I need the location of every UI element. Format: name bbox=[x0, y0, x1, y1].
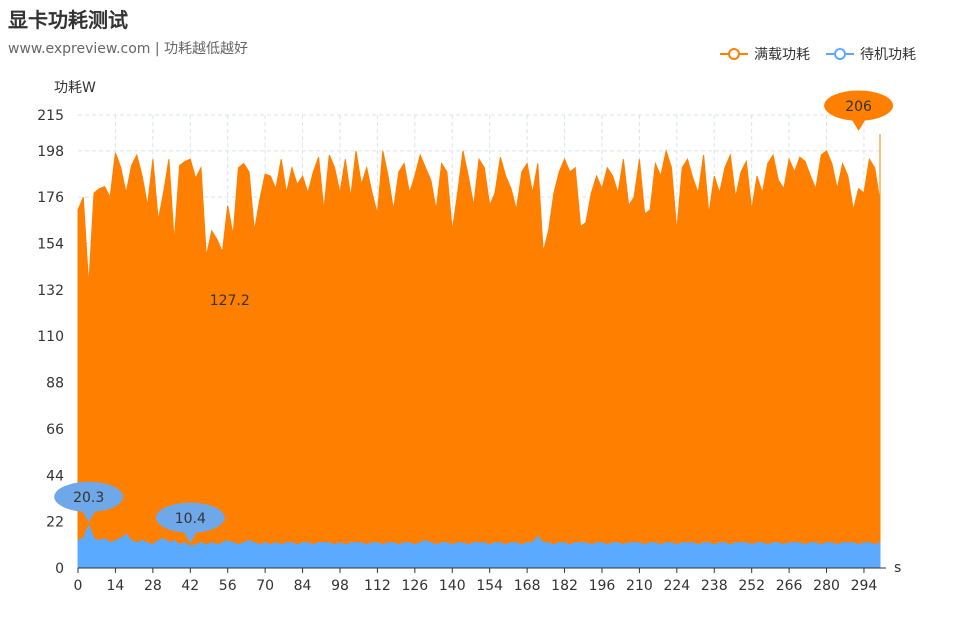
annotation-label-1: 20.3 bbox=[73, 490, 104, 506]
chart-title: 显卡功耗测试 bbox=[8, 8, 128, 32]
x-tick-label-2: 28 bbox=[144, 578, 162, 594]
legend-swatch-full-load-icon bbox=[720, 47, 748, 61]
x-tick-label-10: 140 bbox=[439, 578, 466, 594]
legend-swatch-idle-icon bbox=[826, 47, 854, 61]
x-tick-label-1: 14 bbox=[107, 578, 125, 594]
chart-legend: 满载功耗 待机功耗 bbox=[720, 44, 916, 64]
y-axis-label: 功耗W bbox=[54, 80, 96, 96]
x-tick-label-12: 168 bbox=[514, 578, 541, 594]
x-tick-label-14: 196 bbox=[589, 578, 616, 594]
x-tick-label-0: 0 bbox=[74, 578, 83, 594]
y-tick-label-0: 0 bbox=[55, 561, 64, 577]
x-tick-label-7: 98 bbox=[331, 578, 349, 594]
x-tick-label-17: 238 bbox=[701, 578, 728, 594]
chart-subtitle: www.expreview.com | 功耗越低越好 bbox=[8, 41, 249, 57]
y-tick-label-6: 132 bbox=[37, 283, 64, 299]
y-tick-label-2: 44 bbox=[46, 468, 64, 484]
y-tick-label-4: 88 bbox=[46, 376, 64, 392]
x-tick-label-18: 252 bbox=[738, 578, 765, 594]
x-tick-label-16: 224 bbox=[663, 578, 690, 594]
y-tick-label-1: 22 bbox=[46, 515, 64, 531]
x-tick-label-11: 154 bbox=[476, 578, 503, 594]
x-tick-label-5: 70 bbox=[256, 578, 274, 594]
annotation-pin-1 bbox=[54, 481, 124, 523]
legend-item-idle[interactable]: 待机功耗 bbox=[826, 44, 916, 64]
series-idle-area bbox=[77, 523, 881, 569]
y-tick-label-8: 176 bbox=[37, 190, 64, 206]
y-tick-label-7: 154 bbox=[37, 237, 64, 253]
annotation-pin-2 bbox=[155, 502, 225, 544]
legend-item-full-load[interactable]: 满载功耗 bbox=[720, 44, 810, 64]
x-tick-label-19: 266 bbox=[776, 578, 803, 594]
x-tick-label-4: 56 bbox=[219, 578, 237, 594]
y-tick-label-10: 215 bbox=[37, 108, 64, 124]
x-tick-label-3: 42 bbox=[181, 578, 199, 594]
annotation-pin-0 bbox=[824, 90, 894, 131]
x-tick-label-6: 84 bbox=[294, 578, 312, 594]
x-tick-label-9: 126 bbox=[401, 578, 428, 594]
series-full-load-area bbox=[77, 134, 881, 569]
x-tick-label-13: 182 bbox=[551, 578, 578, 594]
x-tick-label-21: 294 bbox=[851, 578, 878, 594]
y-tick-label-9: 198 bbox=[37, 144, 64, 160]
legend-label-full-load: 满载功耗 bbox=[754, 47, 810, 63]
legend-label-idle: 待机功耗 bbox=[860, 47, 916, 63]
annotation-label-0: 206 bbox=[845, 99, 872, 115]
x-tick-label-20: 280 bbox=[813, 578, 840, 594]
average-label: 127.2 bbox=[210, 293, 250, 309]
x-tick-label-8: 112 bbox=[364, 578, 391, 594]
x-axis-label: s bbox=[894, 560, 901, 576]
y-tick-label-3: 66 bbox=[46, 422, 64, 438]
x-tick-label-15: 210 bbox=[626, 578, 653, 594]
y-tick-label-5: 110 bbox=[37, 329, 64, 345]
annotation-label-2: 10.4 bbox=[175, 511, 206, 527]
